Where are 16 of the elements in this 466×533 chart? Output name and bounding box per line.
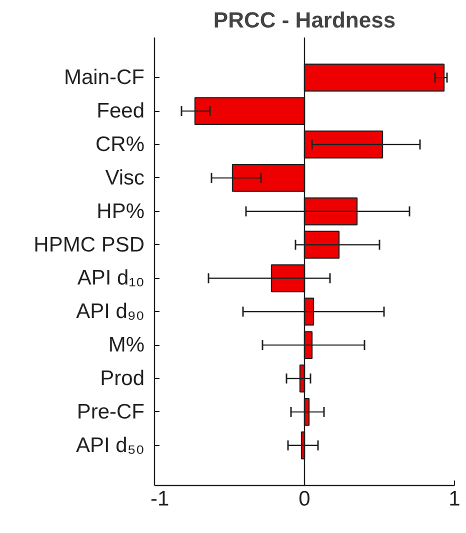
- y-tick-label: HPMC PSD: [34, 233, 145, 256]
- y-tick-label: Feed: [96, 100, 145, 123]
- y-tick-label: API d₁₀: [77, 266, 145, 290]
- y-tick-label: Main-CF: [64, 66, 145, 90]
- y-tick-label: Pre-CF: [76, 400, 145, 424]
- y-tick-label: HP%: [96, 200, 145, 223]
- x-tick-label: 0: [298, 488, 310, 510]
- chart-title: PRCC - Hardness: [213, 8, 396, 32]
- x-tick-label: -1: [150, 488, 170, 510]
- y-tick-label: API d₅₀: [76, 434, 145, 457]
- y-tick-label: CR%: [95, 132, 145, 156]
- y-tick-label: Prod: [100, 367, 144, 390]
- x-tick-label: 1: [448, 488, 460, 510]
- y-tick-label: M%: [108, 334, 145, 357]
- y-tick-label: API d₉₀: [76, 300, 144, 324]
- y-tick-label: Visc: [105, 166, 145, 190]
